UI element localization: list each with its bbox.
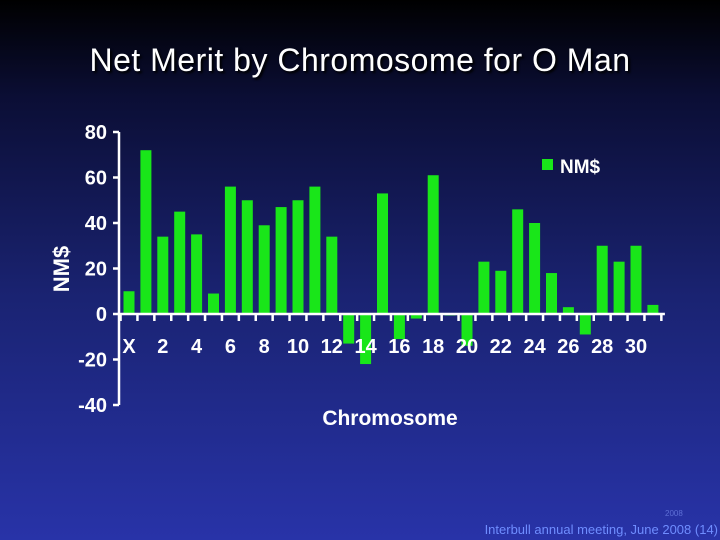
y-tick-label: -40 xyxy=(78,395,107,417)
bar-26 xyxy=(562,307,574,314)
y-tick-label: -20 xyxy=(78,350,107,372)
bar-9 xyxy=(275,207,287,314)
bar-16 xyxy=(393,314,405,340)
y-tick-label: 60 xyxy=(85,168,107,190)
bar-14 xyxy=(360,314,372,365)
x-tick-label: 24 xyxy=(523,336,546,358)
bar-21 xyxy=(478,261,490,314)
x-tick-label: 28 xyxy=(591,336,613,358)
bar-4 xyxy=(191,234,203,314)
bar-12 xyxy=(326,236,338,314)
y-tick-label: 40 xyxy=(85,213,107,235)
x-tick-label: 30 xyxy=(625,336,647,358)
x-axis-title: Chromosome xyxy=(322,407,457,430)
bar-3 xyxy=(174,211,186,314)
bar-2 xyxy=(157,236,169,314)
bar-27 xyxy=(579,314,591,335)
bar-series xyxy=(123,150,659,365)
footer-text: Interbull annual meeting, June 2008 (14) xyxy=(484,522,718,537)
x-tick-label: 2 xyxy=(157,336,168,358)
bar-18 xyxy=(427,175,439,314)
bar-31 xyxy=(647,304,659,314)
y-axis-title: NM$ xyxy=(49,246,74,292)
bar-5 xyxy=(208,293,219,314)
x-tick-label: 16 xyxy=(388,336,410,358)
x-tick-label: 18 xyxy=(422,336,444,358)
bar-1 xyxy=(140,150,152,314)
bar-22 xyxy=(495,270,507,314)
y-tick-label: 20 xyxy=(85,259,107,281)
axes xyxy=(113,130,665,407)
legend-swatch xyxy=(542,159,553,170)
y-tick-label: 0 xyxy=(96,304,107,326)
bar-11 xyxy=(309,186,321,314)
bar-30 xyxy=(630,245,642,314)
bar-7 xyxy=(241,200,253,314)
bar-15 xyxy=(377,193,388,314)
bar-13 xyxy=(343,314,355,344)
bar-10 xyxy=(292,200,304,314)
bar-17 xyxy=(410,314,422,319)
bar-23 xyxy=(512,209,524,314)
legend-label: NM$ xyxy=(560,157,601,178)
bar-6 xyxy=(224,186,236,314)
y-tick-label: 80 xyxy=(85,122,107,144)
bar-28 xyxy=(596,245,608,314)
x-tick-label: 12 xyxy=(321,336,343,358)
bar-24 xyxy=(529,223,541,314)
x-tick-label: 6 xyxy=(225,336,236,358)
x-tick-label: 8 xyxy=(259,336,270,358)
bar-25 xyxy=(546,273,557,314)
x-tick-label: 14 xyxy=(354,336,377,358)
bar-29 xyxy=(613,261,625,314)
x-tick-label: 26 xyxy=(557,336,579,358)
bar-8 xyxy=(258,225,270,314)
slide-title: Net Merit by Chromosome for O Man xyxy=(89,42,631,78)
x-tick-label: 22 xyxy=(490,336,512,358)
footer-year: 2008 xyxy=(665,509,683,518)
bar-20 xyxy=(461,314,473,346)
x-tick-label: 10 xyxy=(287,336,309,358)
bar-X xyxy=(123,291,135,314)
x-tick-label: X xyxy=(122,336,136,358)
legend: NM$ xyxy=(542,157,601,178)
x-tick-label: 20 xyxy=(456,336,478,358)
x-tick-label: 4 xyxy=(191,336,203,358)
